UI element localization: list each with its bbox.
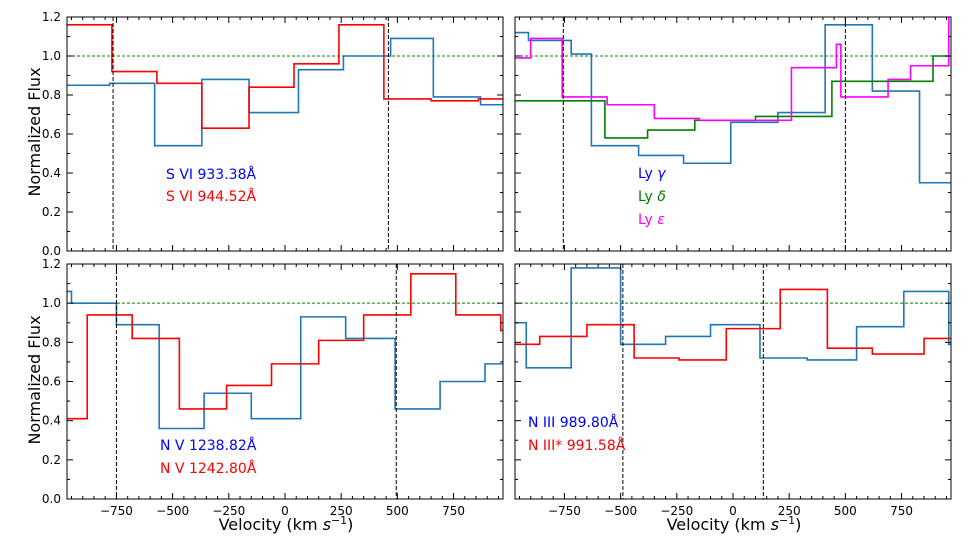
panel-s-vi: 0.0 0.2 0.4 0.6 0.8 1.0 1.2 S VI 933.38Å S VI 94… — [42, 10, 504, 258]
y-tick-label: 0.2 — [42, 453, 61, 467]
series-label: N III* 991.58Å — [528, 437, 626, 454]
spectrum-series-s-vi-944-52- — [67, 24, 503, 129]
series-label: Ly γ — [638, 166, 666, 182]
x-tick-label: −500 — [156, 504, 189, 518]
axes-frame — [66, 16, 504, 252]
panel-n-iii: −750 −500 −250 0 250 500 750 N III 989.80Å N III… — [514, 263, 952, 518]
spectrum-series-ly- — [515, 24, 951, 184]
y-tick-label: 0.2 — [42, 205, 61, 219]
y-tick-label: 0.4 — [42, 166, 61, 180]
axes-frame — [514, 16, 952, 252]
x-tick-label: 500 — [386, 504, 409, 518]
x-tick-label: −750 — [548, 504, 581, 518]
series-label: Ly δ — [638, 189, 666, 205]
series-label: S VI 944.52Å — [166, 188, 256, 205]
spectrum-series-n-iii-989-80- — [515, 267, 951, 369]
x-tick-label: 250 — [778, 504, 801, 518]
y-tick-label: 0.8 — [42, 88, 61, 102]
x-tick-label: −750 — [100, 504, 133, 518]
series-label: S VI 933.38Å — [166, 166, 256, 183]
series-label: Ly ε — [638, 212, 665, 228]
y-tick-label: 0.6 — [42, 127, 61, 141]
y-tick-label: 1.2 — [42, 10, 61, 24]
y-tick-label: 0.8 — [42, 335, 61, 349]
axes-frame — [66, 263, 504, 500]
y-tick-label: 1.0 — [42, 296, 61, 310]
panel-lyman: Ly γ Ly δ Ly ε — [514, 16, 952, 252]
y-tick-label: 0.0 — [42, 492, 61, 506]
x-tick-label: −500 — [604, 504, 637, 518]
y-tick-label: 0.4 — [42, 414, 61, 428]
spectrum-series-n-iii-991-58- — [515, 288, 951, 361]
series-label: N III 989.80Å — [528, 414, 619, 431]
x-tick-label: 250 — [330, 504, 353, 518]
panel-n-v: 0.0 0.2 0.4 0.6 0.8 1.0 1.2 −750 −500 −250 0 250 500… — [42, 257, 504, 518]
x-tick-label: 750 — [890, 504, 913, 518]
axes-frame — [514, 263, 952, 500]
series-label: N V 1242.80Å — [160, 460, 257, 477]
y-tick-label: 0.0 — [42, 244, 61, 258]
x-tick-label: 750 — [442, 504, 465, 518]
y-tick-label: 1.2 — [42, 257, 61, 271]
y-tick-label: 1.0 — [42, 49, 61, 63]
spectrum-series-ly- — [515, 17, 950, 122]
y-tick-label: 0.6 — [42, 375, 61, 389]
x-tick-label: −250 — [660, 504, 693, 518]
spectrum-series-s-vi-933-38- — [67, 37, 503, 147]
series-label: N V 1238.82Å — [160, 437, 257, 454]
x-tick-label: 500 — [834, 504, 857, 518]
x-axis-label-left: Velocity (km s−1) — [219, 514, 354, 534]
y-axis-label-bottom: Normalized Flux — [25, 315, 44, 444]
x-tick-label: 0 — [281, 504, 289, 518]
x-tick-label: 0 — [729, 504, 737, 518]
x-tick-label: −250 — [212, 504, 245, 518]
y-axis-label-top: Normalized Flux — [25, 67, 44, 196]
spectrum-series-n-v-1242-80- — [67, 272, 503, 420]
x-axis-label-right: Velocity (km s−1) — [667, 514, 802, 534]
spectrum-series-n-v-1238-82- — [67, 290, 503, 430]
